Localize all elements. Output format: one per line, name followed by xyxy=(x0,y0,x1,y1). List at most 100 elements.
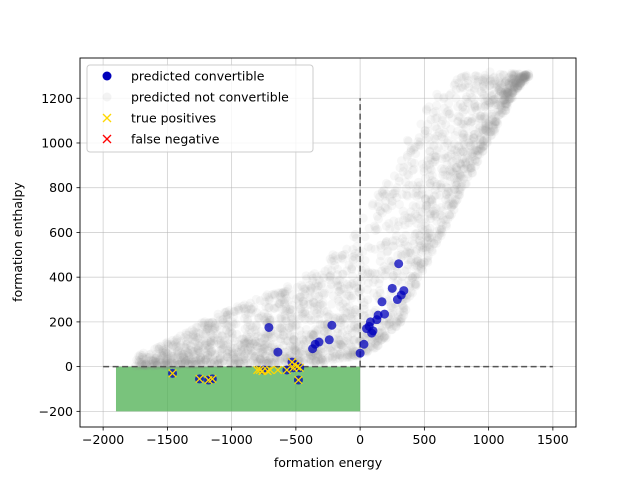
not-convertible-point xyxy=(382,189,392,199)
not-convertible-point xyxy=(187,347,197,357)
not-convertible-point xyxy=(513,81,523,91)
not-convertible-point xyxy=(206,347,216,357)
not-convertible-point xyxy=(400,211,410,221)
not-convertible-point xyxy=(437,224,447,234)
not-convertible-point xyxy=(463,116,473,126)
convertible-point xyxy=(273,347,283,357)
not-convertible-point xyxy=(378,334,388,344)
not-convertible-point xyxy=(405,247,415,257)
not-convertible-point xyxy=(520,71,530,81)
not-convertible-point xyxy=(388,309,398,319)
legend-box xyxy=(86,64,314,153)
not-convertible-point xyxy=(454,142,464,152)
not-convertible-point xyxy=(508,78,518,88)
not-convertible-point xyxy=(281,302,291,312)
not-convertible-point xyxy=(479,90,489,100)
not-convertible-point xyxy=(173,348,183,358)
not-convertible-point xyxy=(217,331,227,341)
not-convertible-point xyxy=(323,353,333,363)
not-convertible-point xyxy=(290,331,300,341)
not-convertible-point xyxy=(480,121,490,131)
not-convertible-point xyxy=(439,150,449,160)
true-positive-marker xyxy=(255,365,265,375)
not-convertible-point xyxy=(244,301,254,311)
not-convertible-point xyxy=(395,314,405,324)
not-convertible-point xyxy=(280,357,290,367)
not-convertible-point xyxy=(333,254,343,264)
not-convertible-point xyxy=(481,100,491,110)
not-convertible-point xyxy=(162,356,172,366)
not-convertible-point xyxy=(177,350,187,360)
not-convertible-point xyxy=(329,256,339,266)
not-convertible-point xyxy=(462,97,472,107)
not-convertible-point xyxy=(248,338,258,348)
not-convertible-point xyxy=(514,71,524,81)
not-convertible-point xyxy=(348,271,358,281)
not-convertible-point xyxy=(289,346,299,356)
not-convertible-point xyxy=(394,173,404,183)
not-convertible-point xyxy=(168,351,178,361)
not-convertible-point xyxy=(246,358,256,368)
not-convertible-point xyxy=(201,343,211,353)
not-convertible-point xyxy=(499,95,509,105)
not-convertible-point xyxy=(517,75,527,85)
not-convertible-point xyxy=(280,314,290,324)
not-convertible-point xyxy=(475,111,485,121)
not-convertible-point xyxy=(417,159,427,169)
not-convertible-point xyxy=(256,327,266,337)
not-convertible-point xyxy=(413,137,423,147)
not-convertible-point xyxy=(267,358,277,368)
not-convertible-point xyxy=(470,141,480,151)
not-convertible-point xyxy=(386,256,396,266)
not-convertible-point xyxy=(215,354,225,364)
not-convertible-point xyxy=(351,233,361,243)
y-tick-label: 1000 xyxy=(41,135,73,150)
not-convertible-point xyxy=(418,266,428,276)
not-convertible-point xyxy=(423,257,433,267)
not-convertible-point xyxy=(478,136,488,146)
not-convertible-point xyxy=(185,341,195,351)
not-convertible-point xyxy=(227,329,237,339)
not-convertible-point xyxy=(245,298,255,308)
not-convertible-point xyxy=(431,181,441,191)
not-convertible-point xyxy=(466,117,476,127)
not-convertible-point xyxy=(227,321,237,331)
not-convertible-point xyxy=(281,304,291,314)
not-convertible-point xyxy=(423,236,433,246)
not-convertible-point xyxy=(289,334,299,344)
not-convertible-point xyxy=(518,73,528,83)
not-convertible-point xyxy=(344,352,354,362)
not-convertible-point xyxy=(455,158,465,168)
not-convertible-point xyxy=(135,361,145,371)
not-convertible-point xyxy=(453,117,463,127)
not-convertible-point xyxy=(224,353,234,363)
not-convertible-point xyxy=(429,206,439,216)
not-convertible-point xyxy=(264,295,274,305)
not-convertible-point xyxy=(209,355,219,365)
not-convertible-point xyxy=(308,297,318,307)
not-convertible-point xyxy=(310,282,320,292)
not-convertible-point xyxy=(158,352,168,362)
not-convertible-point xyxy=(422,225,432,235)
not-convertible-point xyxy=(263,346,273,356)
not-convertible-point xyxy=(511,75,521,85)
not-convertible-point xyxy=(476,102,486,112)
not-convertible-point xyxy=(343,332,353,342)
not-convertible-point xyxy=(426,214,436,224)
not-convertible-point xyxy=(402,169,412,179)
not-convertible-point xyxy=(431,134,441,144)
not-convertible-point xyxy=(500,91,510,101)
not-convertible-point xyxy=(162,337,172,347)
not-convertible-point xyxy=(477,88,487,98)
not-convertible-point xyxy=(432,146,442,156)
not-convertible-point xyxy=(177,356,187,366)
not-convertible-point xyxy=(161,347,171,357)
not-convertible-point xyxy=(318,298,328,308)
not-convertible-point xyxy=(184,354,194,364)
not-convertible-point xyxy=(467,168,477,178)
not-convertible-point xyxy=(200,321,210,331)
not-convertible-point xyxy=(390,235,400,245)
not-convertible-point xyxy=(209,325,219,335)
not-convertible-point xyxy=(241,338,251,348)
not-convertible-point xyxy=(498,108,508,118)
